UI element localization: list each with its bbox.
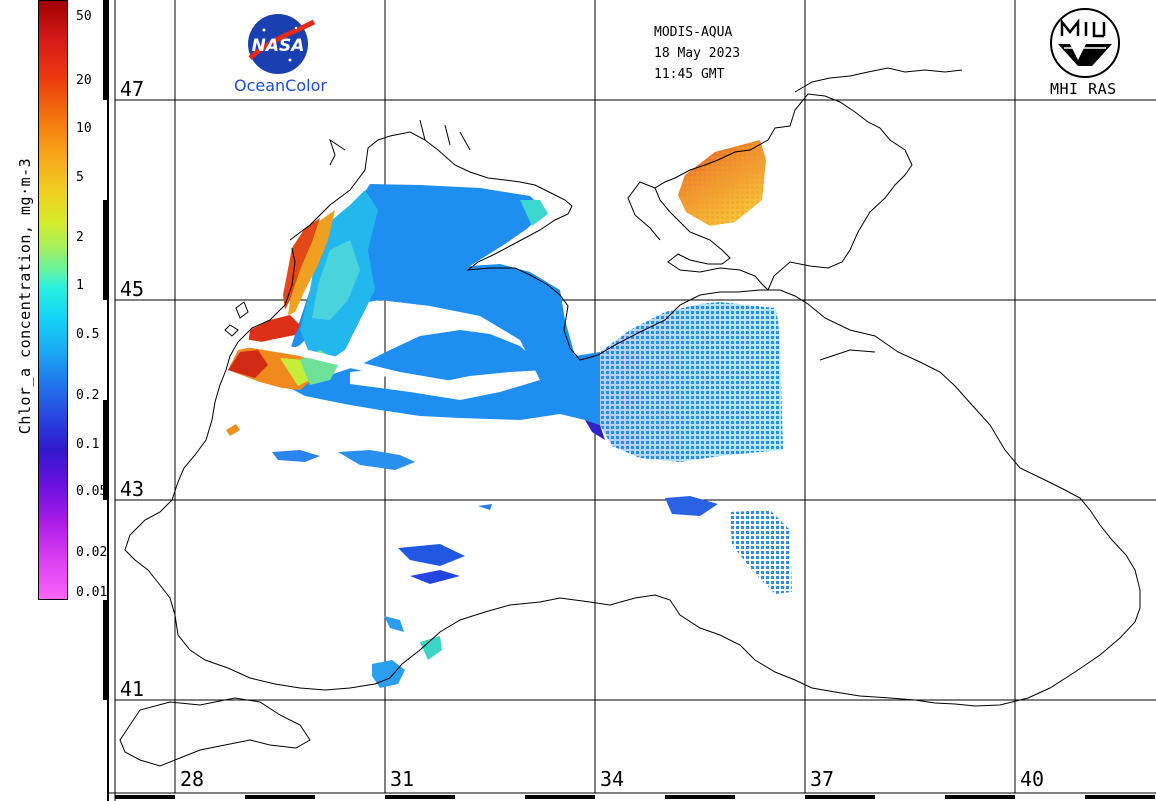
data-gap [225,336,470,390]
colorbar-tick: 0.1 [76,437,100,452]
mhi-ras-logo [1050,8,1120,78]
chlorophyll-field [226,184,605,688]
longitude-label: 40 [1020,767,1045,791]
longitude-label: 28 [180,767,205,791]
map-frame [103,0,1156,801]
colorbar-tick: 10 [76,121,92,136]
colorbar-tick: 0.02 [76,545,108,560]
colorbar-tick: 5 [76,170,84,185]
image-info: MODIS-AQUA 18 May 2023 11:45 GMT [654,22,740,85]
colorbar-tick: 50 [76,9,92,24]
nasa-logo-text: NASA [252,36,305,56]
institute-label: MHI RAS [1050,80,1117,98]
colorbar-tick: 2 [76,230,84,245]
latitude-label: 45 [120,277,145,301]
colorbar-tick: 0.2 [76,388,100,403]
longitude-label: 34 [600,767,625,791]
latitude-label: 43 [120,477,145,501]
acquisition-time: 11:45 GMT [654,67,725,82]
oceancolor-label: OceanColor [234,76,327,95]
nasa-logo: NASA [248,14,316,74]
longitude-label: 31 [390,767,415,791]
colorbar-tick: 0.01 [76,585,108,600]
colorbar-tick: 0.5 [76,327,100,342]
eastern-swath [600,302,792,594]
longitude-label: 37 [810,767,835,791]
colorbar-tick: 1 [76,278,84,293]
coastline [119,67,1141,767]
colorbar-tick: 0.05 [76,484,108,499]
sensor-name: MODIS-AQUA [654,25,733,40]
latitude-label: 47 [120,77,145,101]
colorbar-tick: 20 [76,73,92,88]
acquisition-date: 18 May 2023 [654,46,741,61]
latitude-label: 41 [120,677,145,701]
azov-swath [678,140,766,226]
colorbar [38,0,68,600]
